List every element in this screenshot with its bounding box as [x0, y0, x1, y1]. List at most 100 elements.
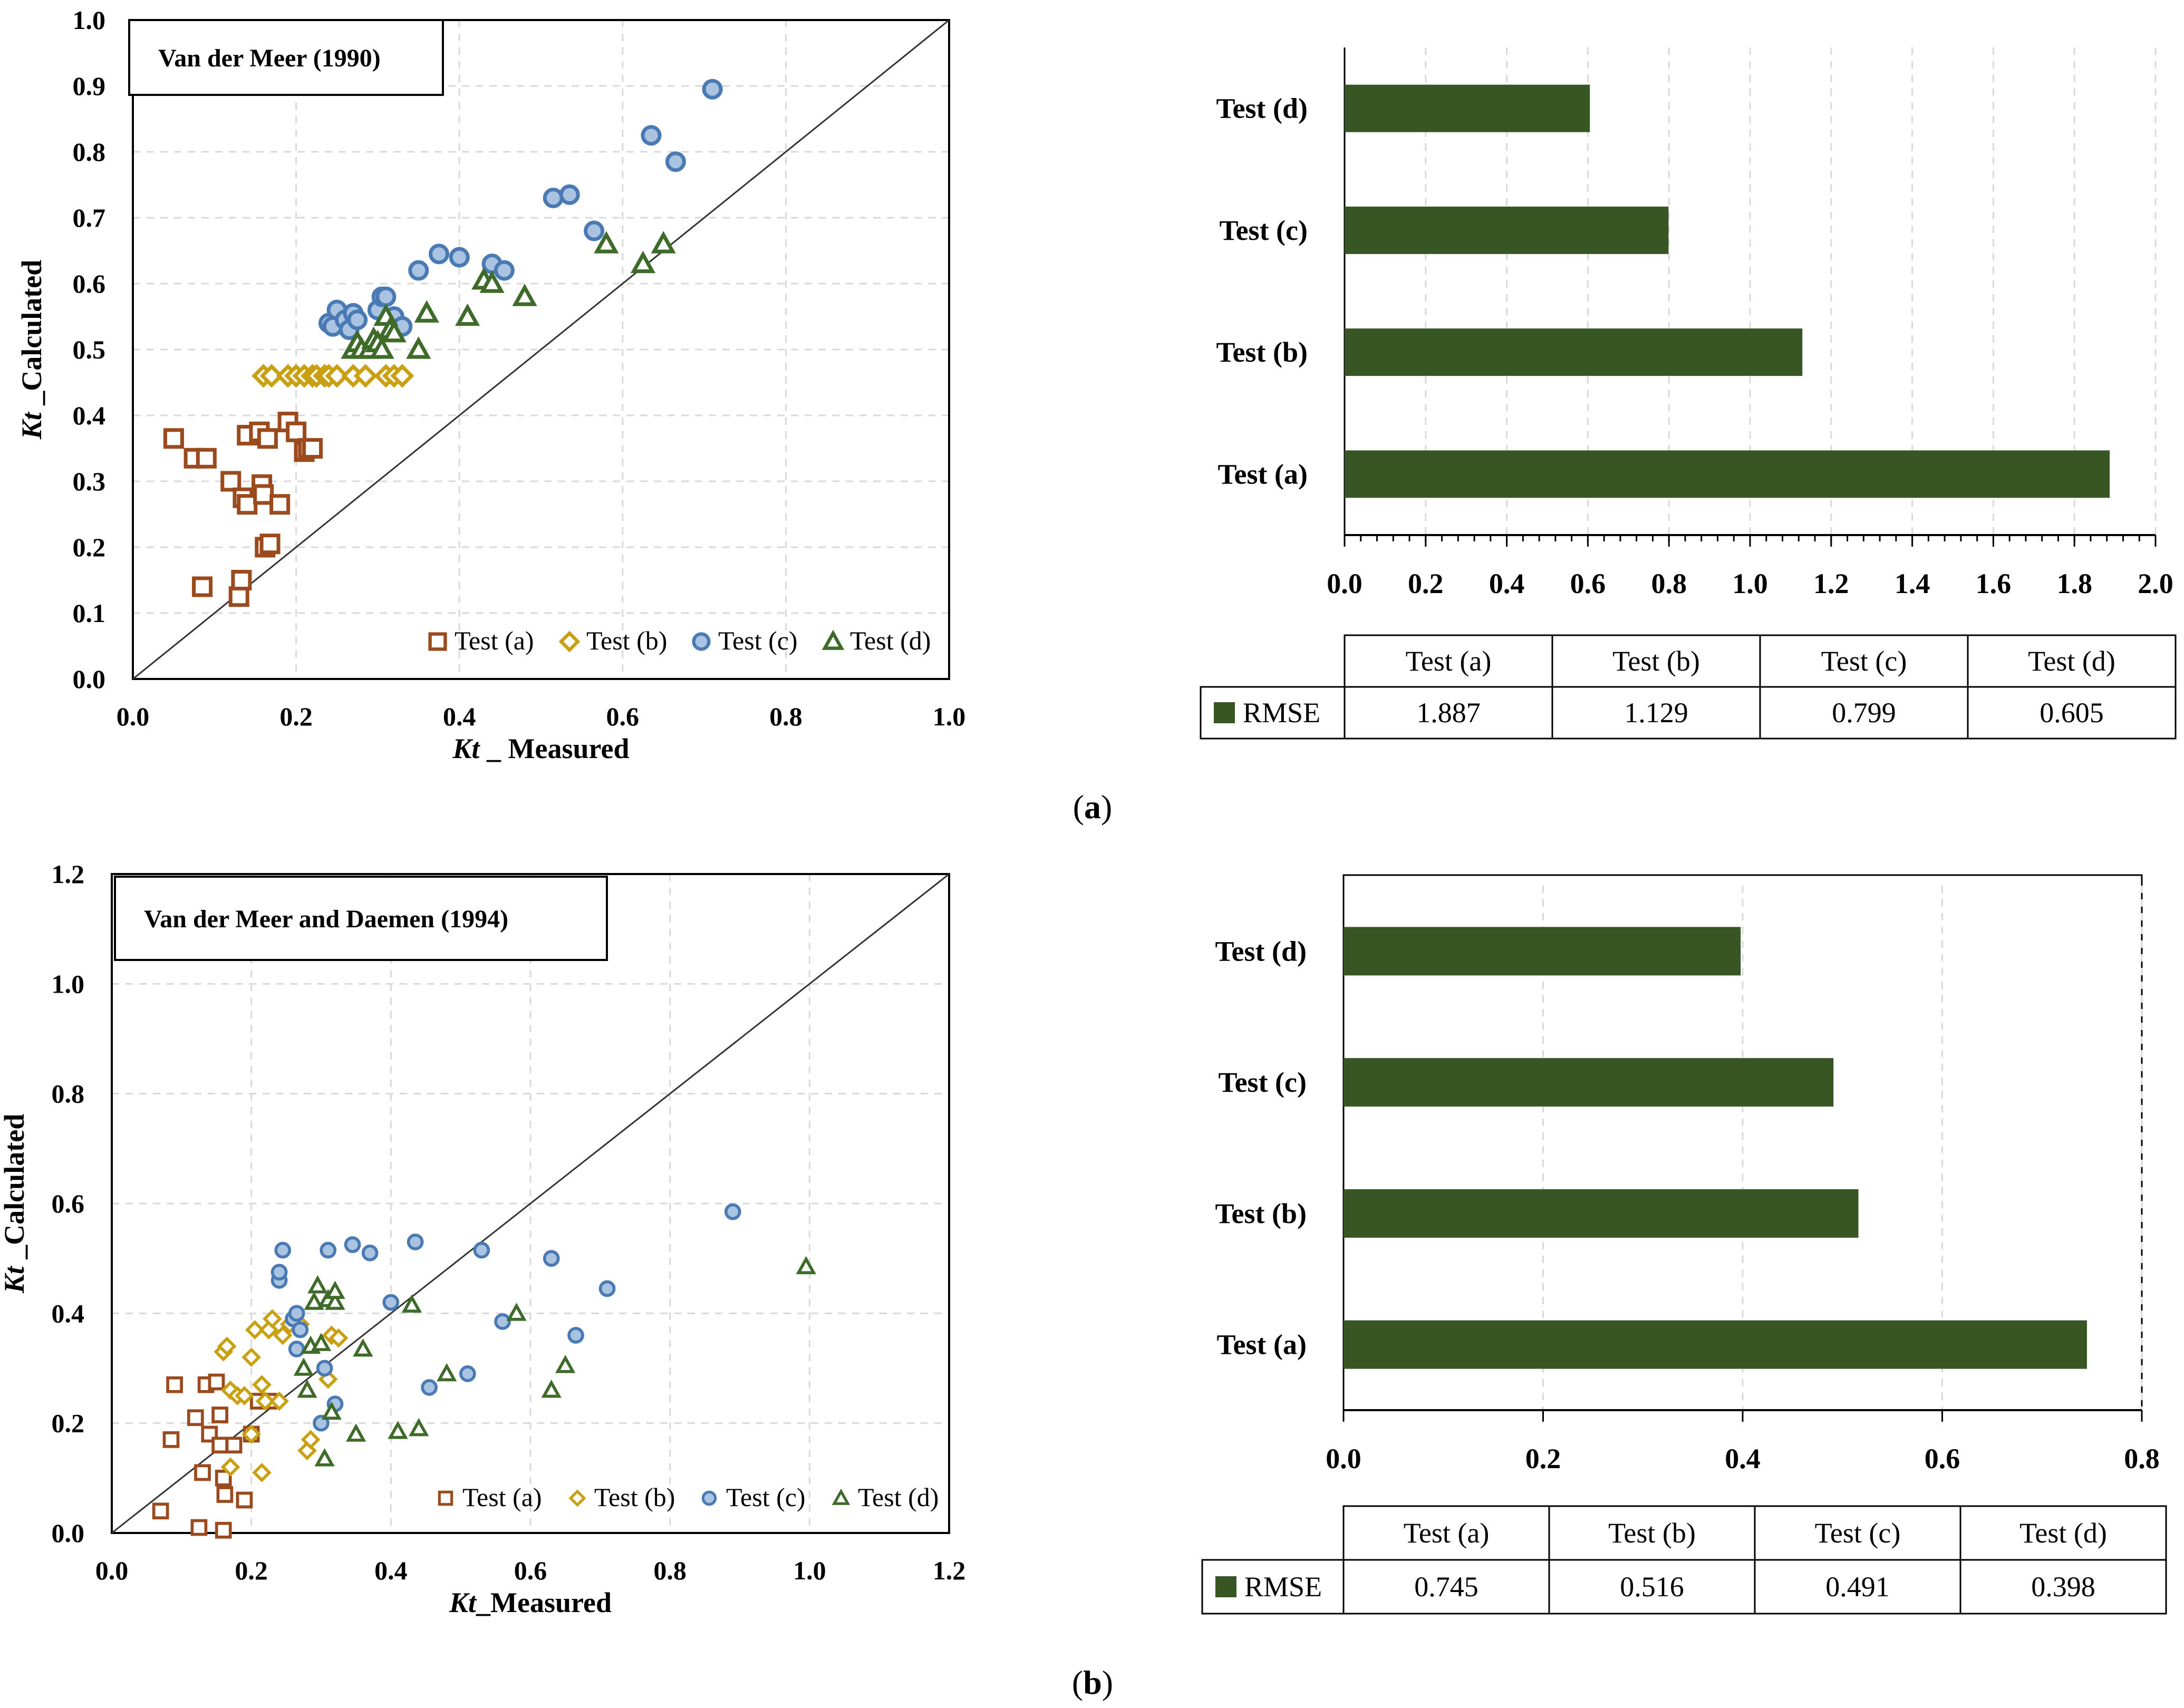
y-tick-label: 0.4 [52, 1298, 85, 1328]
x-tick-label: 0.4 [374, 1556, 408, 1585]
table-header-cell: Test (c) [1821, 645, 1907, 677]
data-point-triangle [325, 1280, 345, 1299]
data-point-triangle [297, 1379, 317, 1398]
data-point-diamond [273, 1325, 293, 1345]
data-point-circle [543, 1250, 560, 1267]
data-point-square [228, 586, 249, 607]
data-point-square [166, 1376, 183, 1393]
x-axis-label: Kt _ Measured [452, 733, 629, 764]
data-point-circle [598, 1280, 616, 1297]
category-label: Test (c) [1219, 1066, 1307, 1098]
bar [1344, 1058, 1834, 1107]
panel-label-a: (a) [1073, 788, 1113, 826]
data-point-triangle [381, 319, 407, 343]
data-point-triangle [304, 1292, 324, 1310]
y-tick-label: 1.0 [73, 5, 106, 35]
y-tick-label: 0.9 [73, 71, 106, 101]
data-point-triangle [506, 1303, 527, 1321]
data-point-square [237, 494, 258, 515]
data-point-diamond [241, 1347, 262, 1367]
x-tick-label: 0.6 [606, 702, 640, 731]
x-tick-label: 0.2 [1525, 1443, 1561, 1474]
data-point-circle [292, 1321, 309, 1338]
category-label: Test (b) [1215, 1198, 1307, 1229]
legend-label: Test (c) [718, 626, 798, 655]
data-point-circle [313, 1414, 330, 1432]
data-point-diamond [301, 1430, 321, 1450]
table-header-cell: Test (a) [1404, 1517, 1490, 1549]
data-point-square [257, 428, 278, 449]
y-tick-label: 0.7 [73, 203, 106, 232]
data-point-triangle [311, 1333, 332, 1351]
legend-label: Test (b) [594, 1482, 675, 1512]
x-axis-label-rest: _Measured [476, 1587, 612, 1618]
data-point-triangle [409, 1418, 429, 1437]
x-tick-label: 0.0 [95, 1556, 129, 1585]
data-point-square [231, 569, 252, 591]
x-axis-label: Kt_Measured [449, 1587, 612, 1618]
table-header-cell: Test (b) [1612, 645, 1700, 677]
table-value-cell: 0.491 [1825, 1571, 1890, 1603]
data-point-square [196, 448, 217, 469]
data-point-diamond [353, 364, 378, 388]
data-point-triangle [512, 284, 537, 306]
x-tick-label: 0.4 [1725, 1443, 1761, 1474]
category-label: Test (d) [1216, 93, 1308, 124]
y-axis-label-rest: _Calculated [0, 1114, 30, 1267]
data-point-circle [494, 1313, 511, 1330]
data-point-circle [270, 1264, 288, 1281]
data-point-triangle [555, 1355, 576, 1373]
data-point-circle [320, 1241, 337, 1259]
data-point-square [211, 1437, 228, 1454]
data-point-circle [559, 184, 580, 205]
chart-title-box [128, 19, 444, 96]
x-tick-label: 0.6 [1570, 568, 1606, 599]
data-point-circle [274, 1241, 292, 1259]
data-point-diamond [217, 1336, 237, 1356]
identity-line [132, 19, 950, 680]
legend-marker-triangle [832, 1488, 851, 1505]
data-point-square [163, 428, 184, 449]
data-point-triangle [353, 1338, 373, 1357]
data-point-diamond [255, 1391, 275, 1411]
data-point-triangle [651, 231, 676, 254]
bar [1345, 84, 1590, 132]
data-point-square [211, 1406, 228, 1423]
data-point-circle [344, 1236, 361, 1253]
data-point-circle [724, 1203, 741, 1220]
legend-label: Test (a) [455, 626, 534, 655]
data-point-square [208, 1373, 225, 1391]
data-point-triangle [406, 336, 431, 359]
table-header-cell: Test (d) [2019, 1517, 2107, 1549]
y-tick-label: 0.5 [73, 335, 106, 364]
y-tick-label: 0.0 [73, 664, 106, 694]
data-point-diamond [259, 364, 284, 388]
data-point-circle [473, 1241, 490, 1259]
data-point-circle [665, 151, 686, 172]
x-tick-label: 0.4 [443, 702, 476, 731]
x-tick-label: 1.0 [793, 1556, 826, 1585]
table-value-row [1200, 686, 2177, 740]
data-point-diamond [328, 1328, 349, 1348]
data-point-triangle [369, 336, 394, 359]
table-header-cell: Test (c) [1815, 1517, 1901, 1549]
x-tick-label: 0.6 [1925, 1443, 1960, 1474]
y-axis-label-italic: Kt [16, 411, 47, 440]
data-point-circle [543, 187, 564, 209]
legend-marker-square [438, 1490, 453, 1506]
y-tick-label: 0.6 [73, 269, 106, 298]
bar-chart-b: 0.0 0.2 0.4 0.6 0.8 Test (d) Test (c) Test (b) T… [1201, 874, 2167, 1615]
data-point-triangle [796, 1256, 816, 1275]
data-point-circle [375, 286, 397, 307]
x-tick-label: 0.6 [514, 1556, 547, 1585]
data-point-square [152, 1502, 169, 1520]
x-tick-label: 1.0 [1732, 568, 1768, 599]
table-value-cell: 0.398 [2031, 1571, 2095, 1603]
chart-title-box [114, 876, 608, 961]
y-tick-label: 0.6 [52, 1189, 85, 1218]
table-header-cell: Test (a) [1406, 645, 1492, 677]
data-point-triangle [325, 1292, 345, 1310]
y-axis-label-rest: _Calculated [16, 260, 47, 413]
data-point-circle [288, 1305, 305, 1322]
